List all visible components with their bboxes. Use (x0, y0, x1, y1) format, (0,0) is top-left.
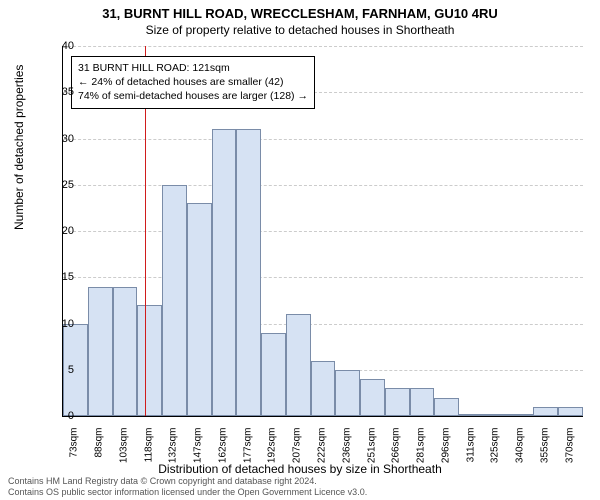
histogram-bar (286, 314, 311, 416)
histogram-bar (311, 361, 336, 417)
footer-line1: Contains HM Land Registry data © Crown c… (8, 476, 367, 487)
gridline (63, 185, 583, 186)
histogram-bar (137, 305, 162, 416)
gridline (63, 139, 583, 140)
x-tick-label: 162sqm (217, 428, 228, 478)
x-tick-label: 192sqm (267, 428, 278, 478)
histogram-bar (335, 370, 360, 416)
chart-title-line1: 31, BURNT HILL ROAD, WRECCLESHAM, FARNHA… (0, 0, 600, 21)
x-tick-label: 177sqm (242, 428, 253, 478)
footer-attribution: Contains HM Land Registry data © Crown c… (8, 476, 367, 498)
x-tick-label: 281sqm (416, 428, 427, 478)
x-tick-label: 266sqm (391, 428, 402, 478)
y-tick-label: 25 (44, 179, 74, 191)
y-tick-label: 15 (44, 271, 74, 283)
x-tick-label: 147sqm (193, 428, 204, 478)
annotation-line: ← 24% of detached houses are smaller (42… (78, 75, 308, 89)
x-tick-label: 207sqm (292, 428, 303, 478)
histogram-bar (385, 388, 410, 416)
y-tick-label: 35 (44, 86, 74, 98)
y-tick-label: 30 (44, 133, 74, 145)
x-tick-label: 251sqm (366, 428, 377, 478)
histogram-bar (533, 407, 558, 416)
footer-line2: Contains OS public sector information li… (8, 487, 367, 498)
x-tick-label: 222sqm (317, 428, 328, 478)
x-tick-label: 325sqm (490, 428, 501, 478)
gridline (63, 231, 583, 232)
x-tick-label: 132sqm (168, 428, 179, 478)
annotation-box: 31 BURNT HILL ROAD: 121sqm← 24% of detac… (71, 56, 315, 109)
x-tick-label: 88sqm (94, 428, 105, 478)
y-axis-label: Number of detached properties (12, 65, 26, 230)
x-tick-label: 311sqm (465, 428, 476, 478)
histogram-bar (434, 398, 459, 417)
x-tick-label: 236sqm (341, 428, 352, 478)
x-tick-label: 73sqm (69, 428, 80, 478)
annotation-line: 74% of semi-detached houses are larger (… (78, 89, 308, 103)
chart-title-line2: Size of property relative to detached ho… (0, 21, 600, 37)
histogram-bar (459, 414, 484, 416)
x-tick-label: 370sqm (564, 428, 575, 478)
histogram-bar (88, 287, 113, 417)
histogram-bar (558, 407, 583, 416)
y-tick-label: 40 (44, 40, 74, 52)
annotation-line: 31 BURNT HILL ROAD: 121sqm (78, 61, 308, 75)
histogram-bar (113, 287, 138, 417)
histogram-bar (360, 379, 385, 416)
chart-plot-area: 31 BURNT HILL ROAD: 121sqm← 24% of detac… (62, 46, 582, 416)
histogram-bar (484, 414, 509, 416)
histogram-bar (236, 129, 261, 416)
y-tick-label: 20 (44, 225, 74, 237)
x-tick-label: 340sqm (515, 428, 526, 478)
histogram-bar (212, 129, 237, 416)
x-tick-label: 355sqm (539, 428, 550, 478)
x-tick-label: 118sqm (143, 428, 154, 478)
x-tick-label: 103sqm (118, 428, 129, 478)
histogram-bar (509, 414, 534, 416)
y-tick-label: 0 (44, 410, 74, 422)
y-tick-label: 5 (44, 364, 74, 376)
histogram-bar (187, 203, 212, 416)
histogram-bar (162, 185, 187, 416)
histogram-bar (261, 333, 286, 416)
gridline (63, 277, 583, 278)
x-tick-label: 296sqm (440, 428, 451, 478)
y-tick-label: 10 (44, 318, 74, 330)
gridline (63, 46, 583, 47)
histogram-bar (410, 388, 435, 416)
